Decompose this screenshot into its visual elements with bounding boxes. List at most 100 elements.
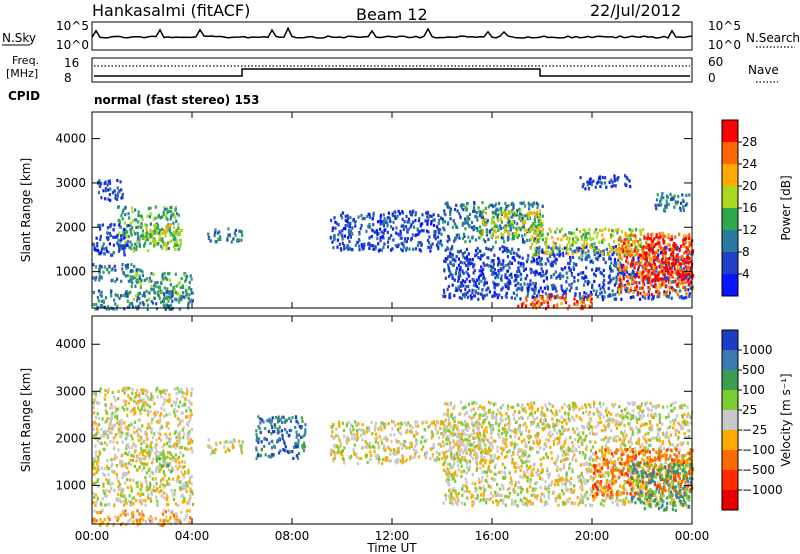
data-cell bbox=[111, 253, 114, 257]
data-cell bbox=[133, 464, 136, 468]
data-cell bbox=[412, 447, 415, 451]
data-cell bbox=[515, 288, 518, 292]
data-cell bbox=[425, 211, 428, 215]
data-cell bbox=[103, 397, 106, 401]
data-cell bbox=[130, 422, 133, 426]
data-cell bbox=[623, 246, 627, 250]
data-cell bbox=[568, 240, 571, 244]
data-cell bbox=[124, 231, 127, 235]
data-cell bbox=[499, 212, 502, 216]
data-cell bbox=[240, 451, 244, 455]
data-cell bbox=[682, 285, 685, 290]
data-cell bbox=[613, 297, 616, 301]
data-cell bbox=[624, 231, 627, 235]
data-cell bbox=[516, 253, 519, 257]
data-cell bbox=[651, 248, 654, 252]
data-cell bbox=[408, 441, 411, 445]
data-cell bbox=[174, 502, 178, 506]
data-cell bbox=[490, 217, 494, 221]
data-cell bbox=[440, 243, 444, 247]
data-cell bbox=[495, 202, 498, 206]
data-cell bbox=[452, 219, 455, 223]
data-cell bbox=[150, 279, 153, 283]
data-cell bbox=[155, 438, 158, 442]
data-cell bbox=[149, 409, 152, 413]
data-cell bbox=[437, 213, 440, 217]
data-cell bbox=[661, 232, 664, 236]
data-cell bbox=[499, 262, 503, 266]
data-cell bbox=[363, 242, 366, 246]
data-cell bbox=[526, 211, 529, 216]
data-cell bbox=[141, 229, 145, 233]
data-cell bbox=[435, 451, 438, 455]
data-cell bbox=[395, 226, 398, 230]
data-cell bbox=[155, 388, 158, 392]
data-cell bbox=[331, 430, 334, 434]
data-cell bbox=[642, 278, 645, 283]
data-cell bbox=[351, 437, 354, 441]
data-cell bbox=[460, 296, 463, 300]
data-cell bbox=[368, 236, 371, 240]
data-cell bbox=[189, 516, 192, 520]
data-cell bbox=[120, 489, 123, 494]
data-cell bbox=[145, 432, 148, 436]
data-cell bbox=[352, 433, 355, 437]
data-cell bbox=[173, 490, 176, 494]
data-cell bbox=[263, 444, 266, 448]
data-cell bbox=[437, 442, 440, 446]
data-cell bbox=[180, 277, 183, 281]
data-cell bbox=[625, 280, 629, 284]
data-cell bbox=[479, 434, 482, 438]
data-cell bbox=[476, 251, 479, 255]
data-cell bbox=[482, 267, 485, 271]
data-cell bbox=[446, 257, 449, 261]
data-cell bbox=[590, 245, 593, 249]
data-cell bbox=[408, 457, 412, 461]
data-cell bbox=[361, 438, 364, 442]
data-cell bbox=[434, 423, 437, 427]
data-cell bbox=[168, 482, 171, 486]
data-cell bbox=[105, 307, 108, 311]
data-cell bbox=[565, 280, 568, 284]
data-cell bbox=[127, 401, 130, 405]
data-cell bbox=[517, 248, 520, 252]
data-cell bbox=[492, 262, 495, 266]
data-cell bbox=[172, 455, 175, 459]
data-cell bbox=[399, 442, 402, 446]
data-cell bbox=[151, 436, 155, 440]
data-cell bbox=[607, 294, 610, 298]
data-cell bbox=[554, 287, 557, 291]
data-cell bbox=[658, 294, 661, 299]
data-cell bbox=[541, 230, 544, 234]
data-cell bbox=[579, 249, 582, 253]
data-cell bbox=[513, 213, 516, 217]
data-cell bbox=[439, 216, 442, 220]
data-cell bbox=[665, 290, 668, 294]
data-cell bbox=[170, 205, 173, 209]
data-cell bbox=[614, 245, 617, 249]
data-cell bbox=[136, 296, 139, 300]
data-cell bbox=[347, 247, 350, 251]
data-cell bbox=[176, 232, 179, 237]
data-cell bbox=[116, 304, 119, 308]
data-cell bbox=[639, 286, 642, 290]
data-cell bbox=[113, 457, 116, 461]
data-cell bbox=[150, 429, 153, 433]
data-cell bbox=[163, 443, 166, 447]
data-cell bbox=[117, 517, 120, 521]
data-cell bbox=[536, 261, 539, 265]
data-cell bbox=[336, 444, 339, 448]
data-cell bbox=[481, 201, 484, 205]
data-cell bbox=[449, 213, 452, 217]
data-cell bbox=[282, 448, 285, 452]
data-cell bbox=[535, 301, 538, 305]
data-cell bbox=[472, 278, 475, 282]
data-cell bbox=[99, 502, 102, 506]
data-cell bbox=[655, 249, 658, 253]
data-cell bbox=[543, 286, 546, 290]
data-cell bbox=[640, 256, 643, 260]
data-cell bbox=[509, 228, 512, 232]
data-cell bbox=[160, 452, 163, 456]
data-cell bbox=[148, 215, 151, 219]
data-cell bbox=[435, 458, 438, 462]
